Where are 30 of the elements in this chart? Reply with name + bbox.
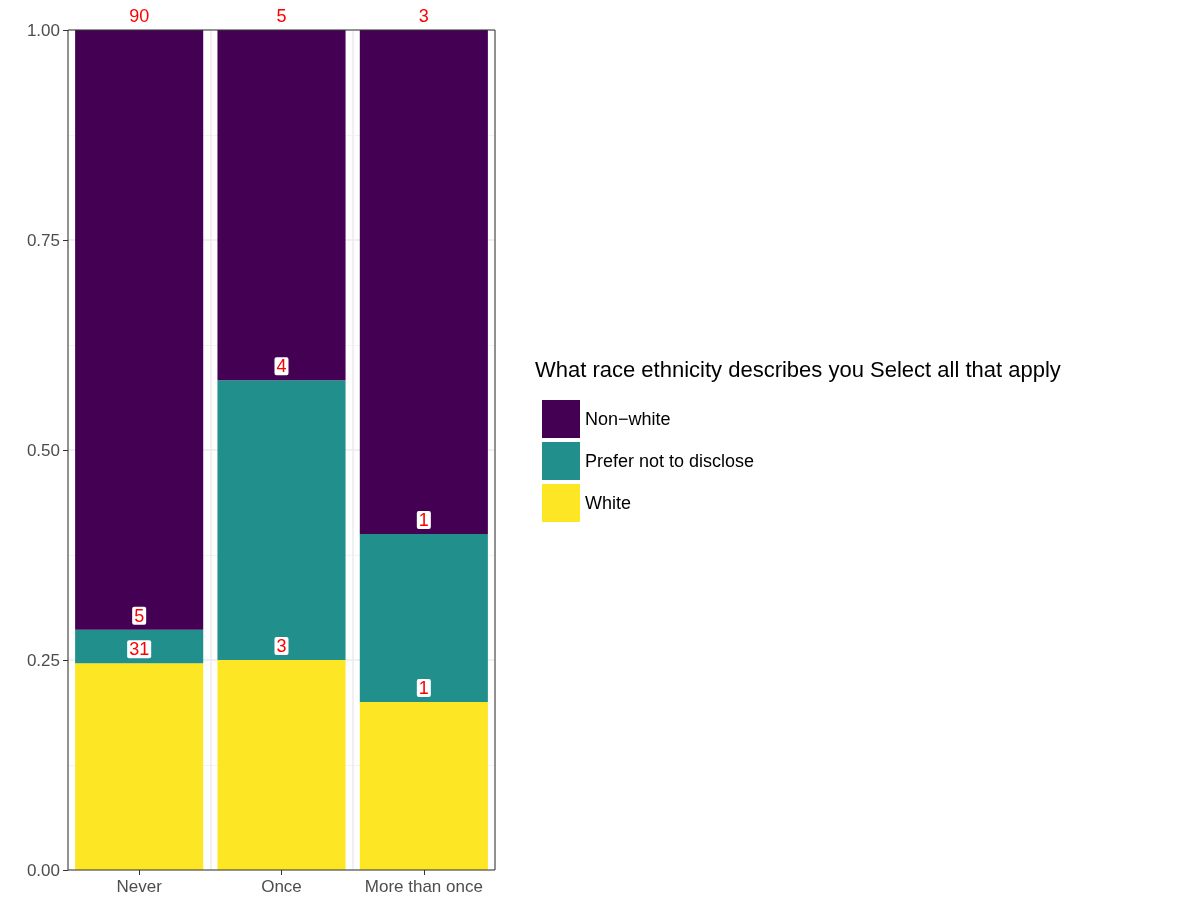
annotation: 5 [134,605,145,626]
y-tick-label: 0.00 [26,860,60,880]
legend-label: Prefer not to disclose [585,451,755,471]
bar [75,30,204,630]
bar [359,702,488,870]
y-tick-label: 1.00 [26,20,60,40]
bar [217,660,346,870]
annotation: 3 [418,6,429,26]
annotation: 1 [418,678,429,698]
bar [217,30,346,381]
bar [359,534,488,702]
annotation: 1 [418,510,429,530]
annotation: 4 [276,356,287,377]
annotation: 3 [276,636,287,656]
legend-title: What race ethnicity describes you Select all that apply [535,356,1061,382]
legend-label: Non−white [585,409,671,429]
bar [75,629,204,664]
bar [359,30,488,534]
legend-label: White [585,493,632,513]
bar [75,663,204,870]
x-tick-label: Never [116,877,163,896]
y-tick-label: 0.75 [26,230,60,250]
annotation: 5 [276,6,287,26]
y-tick-label: 0.50 [26,440,60,460]
annotation: 90 [129,6,150,26]
x-tick-label: Once [261,877,302,896]
y-tick-label: 0.25 [26,650,60,670]
x-tick-label: More than once [364,877,483,896]
annotation: 31 [129,639,150,660]
bar [217,380,346,660]
